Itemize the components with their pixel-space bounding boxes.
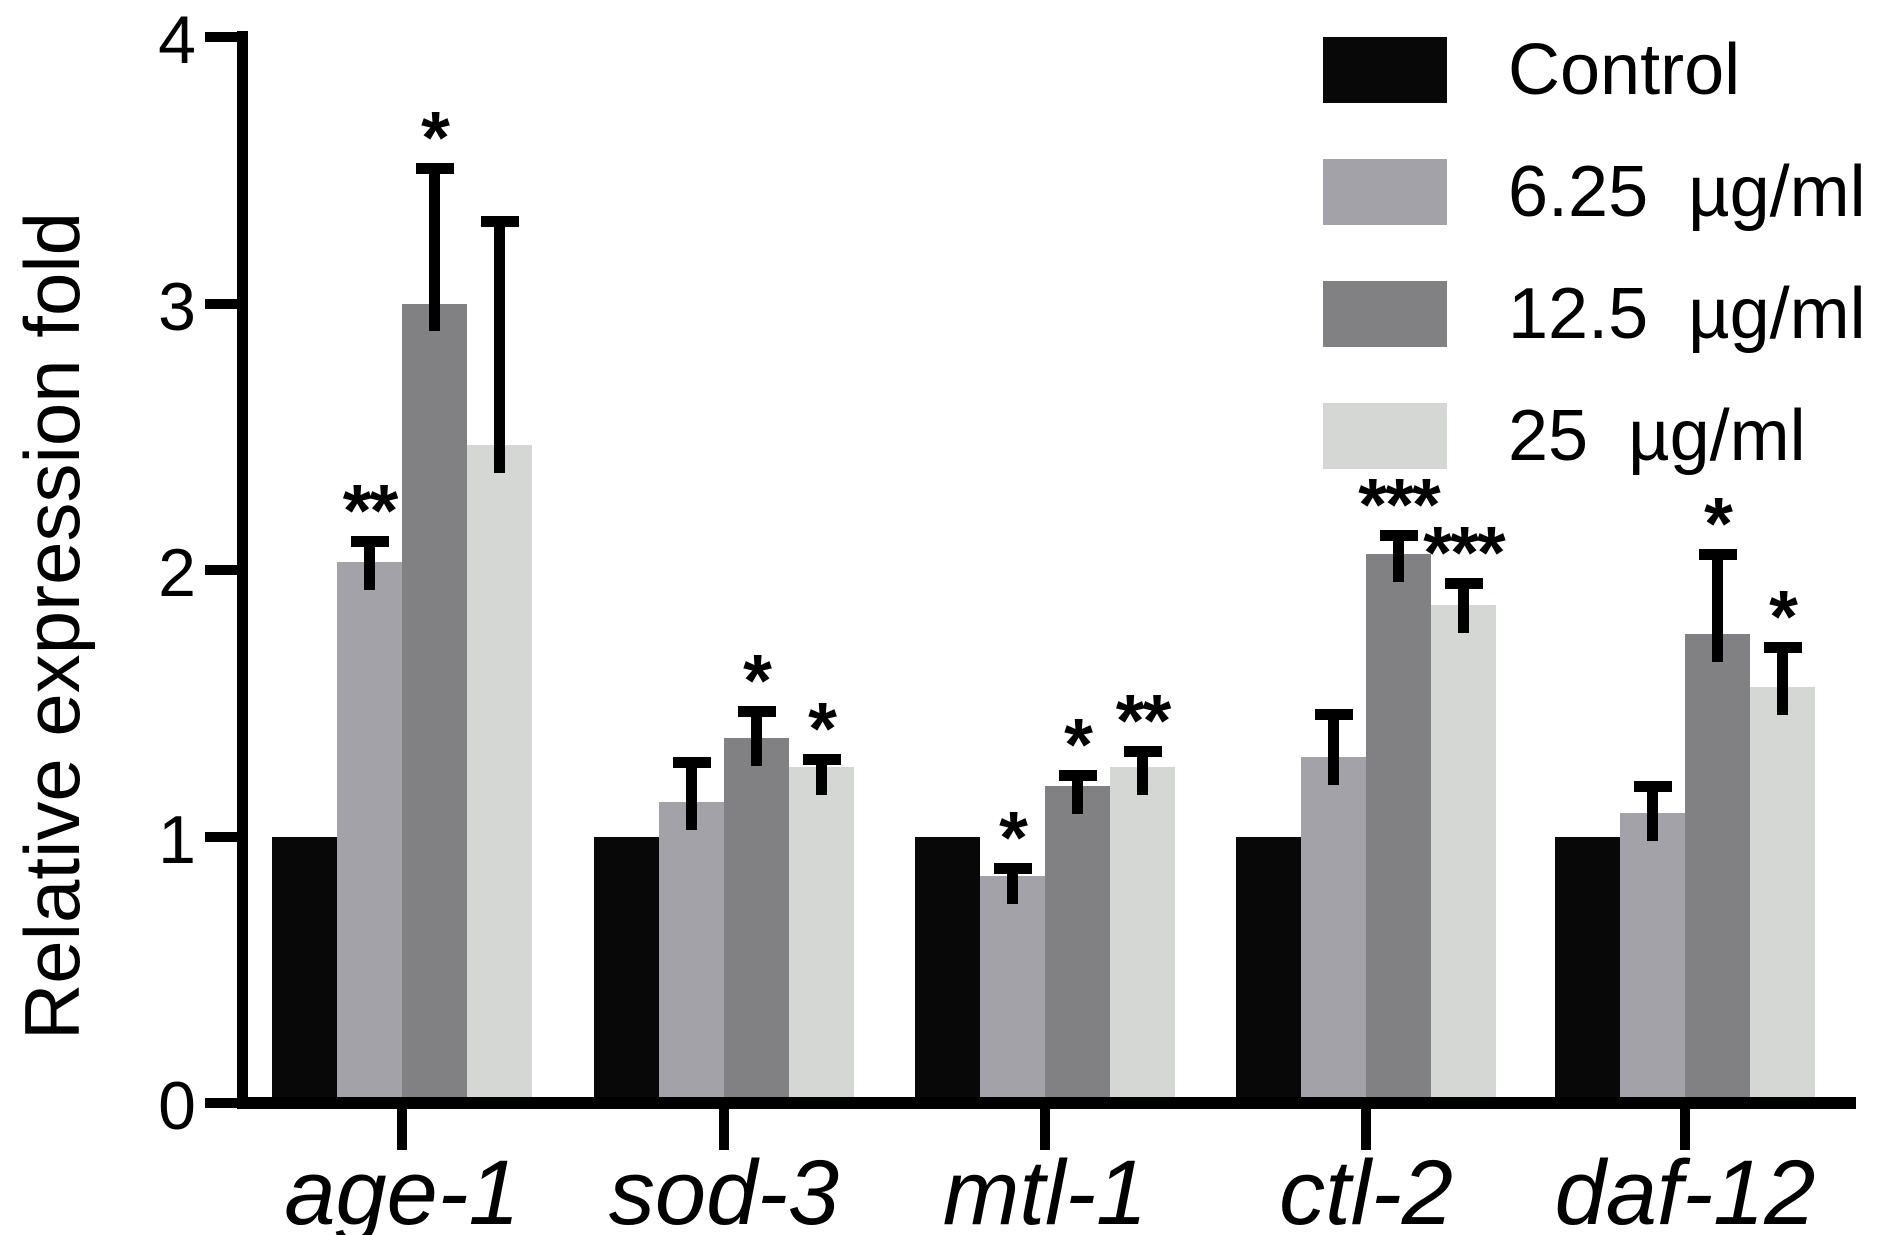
error-bar-cap <box>737 706 776 718</box>
error-bar-stem <box>1458 583 1469 633</box>
y-tick-label: 3 <box>158 268 196 345</box>
x-tick <box>719 1109 729 1150</box>
error-bar-stem <box>1328 713 1339 785</box>
x-tick <box>1680 1109 1690 1150</box>
bar <box>789 767 854 1107</box>
bar <box>659 801 724 1107</box>
significance-stars: * <box>421 95 450 179</box>
bar <box>1045 785 1110 1107</box>
error-bar-cap <box>1763 642 1802 654</box>
bar <box>980 876 1045 1107</box>
significance-stars: * <box>743 639 772 723</box>
error-bar-stem <box>364 540 375 590</box>
x-axis-label: age-1 <box>284 1142 520 1235</box>
legend-label: 6.25 µg/ml <box>1508 152 1866 232</box>
significance-stars: *** <box>1423 511 1505 595</box>
bar <box>1110 767 1175 1107</box>
bar <box>1366 554 1431 1107</box>
bar <box>915 836 980 1107</box>
y-tick <box>205 1098 237 1108</box>
legend-swatch <box>1323 281 1447 347</box>
y-tick-label: 4 <box>158 2 196 78</box>
legend-swatch <box>1323 403 1447 469</box>
bar <box>1555 836 1620 1107</box>
error-bar-stem <box>816 759 827 796</box>
error-bar-stem <box>1137 751 1148 796</box>
significance-stars: * <box>1769 575 1798 659</box>
error-bar-cap <box>1633 780 1672 792</box>
bar <box>467 444 532 1107</box>
error-bar-stem <box>751 711 762 766</box>
x-axis-label: mtl-1 <box>942 1142 1148 1235</box>
legend-swatch <box>1323 159 1447 225</box>
error-bar-cap <box>1444 578 1483 590</box>
y-tick <box>205 32 237 42</box>
error-bar-cap <box>480 215 519 227</box>
x-tick <box>1040 1109 1050 1150</box>
error-bar-cap <box>1058 770 1097 782</box>
error-bar-stem <box>1712 554 1723 662</box>
y-tick-label: 2 <box>158 535 196 611</box>
bar <box>1431 604 1496 1107</box>
error-bar-stem <box>1072 775 1083 814</box>
error-bar-cap <box>350 535 389 547</box>
bar <box>1236 836 1301 1107</box>
error-bar-cap <box>1314 708 1353 720</box>
error-bar-stem <box>1777 647 1788 716</box>
y-tick <box>205 298 237 309</box>
error-bar-cap <box>802 754 841 766</box>
error-bar-cap <box>993 863 1032 875</box>
x-axis-label: daf-12 <box>1554 1142 1816 1235</box>
error-bar-stem <box>494 220 505 473</box>
error-bar-cap <box>1123 746 1162 758</box>
error-bar-cap <box>1698 549 1737 560</box>
significance-stars: ** <box>1115 679 1172 763</box>
x-axis-label: sod-3 <box>608 1142 840 1235</box>
legend-swatch <box>1323 37 1447 103</box>
significance-stars: * <box>1064 703 1093 787</box>
bar <box>337 562 402 1107</box>
bar <box>272 836 337 1107</box>
x-tick <box>1361 1109 1371 1150</box>
error-bar-stem <box>1647 785 1658 841</box>
y-tick <box>205 831 237 842</box>
error-bar-cap <box>415 162 454 174</box>
legend-label: 12.5 µg/ml <box>1508 274 1866 354</box>
x-axis-label: ctl-2 <box>1279 1142 1453 1235</box>
bar <box>1301 756 1366 1107</box>
y-tick <box>205 565 237 575</box>
error-bar-stem <box>686 761 697 830</box>
y-tick-label: 1 <box>158 801 196 878</box>
significance-stars: * <box>999 796 1028 880</box>
bar <box>1685 633 1750 1107</box>
error-bar-stem <box>1007 868 1018 905</box>
error-bar-cap <box>672 756 711 768</box>
significance-stars: *** <box>1358 463 1440 547</box>
bar <box>1620 812 1685 1107</box>
y-tick-label: 0 <box>158 1068 196 1144</box>
error-bar-stem <box>429 167 440 332</box>
legend-label: 25 µg/ml <box>1508 396 1806 476</box>
significance-stars: * <box>808 687 837 771</box>
error-bar-cap <box>1379 530 1418 542</box>
bar <box>402 303 467 1107</box>
bar <box>1750 687 1815 1107</box>
bar <box>724 737 789 1107</box>
significance-stars: * <box>1704 482 1733 565</box>
bar <box>594 836 659 1107</box>
significance-stars: ** <box>342 468 399 552</box>
x-axis-baseline <box>237 1097 1856 1109</box>
error-bar-stem <box>1393 535 1404 582</box>
y-axis-spine <box>237 31 248 1109</box>
x-tick <box>397 1109 407 1150</box>
legend-label: Control <box>1508 30 1741 110</box>
